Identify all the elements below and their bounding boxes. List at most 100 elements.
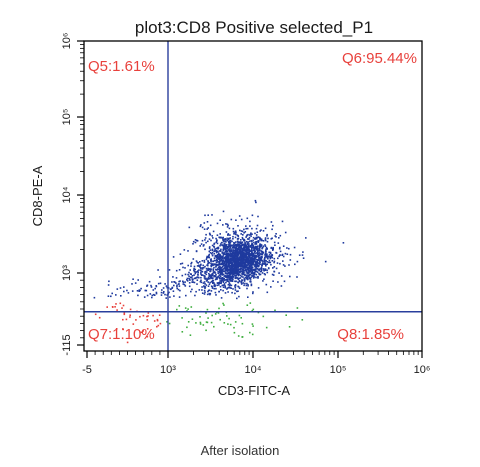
q6-event xyxy=(246,282,248,285)
q8-event xyxy=(252,325,254,327)
q6-event xyxy=(215,269,217,271)
q6-event xyxy=(269,261,272,264)
q6-event xyxy=(223,261,226,264)
q6-event xyxy=(234,255,237,258)
q6-event xyxy=(216,254,219,256)
q6-event xyxy=(243,253,246,255)
y-tick-label: 10⁴ xyxy=(61,186,73,203)
q6-event xyxy=(245,235,248,237)
q6-event xyxy=(217,250,219,253)
q6-event xyxy=(227,256,230,258)
q6-event xyxy=(234,260,236,262)
q6-event xyxy=(269,255,272,258)
q6-event xyxy=(237,262,239,265)
q6-event xyxy=(229,279,231,281)
q6-event xyxy=(191,275,194,277)
q6-event xyxy=(248,252,251,254)
q6-event xyxy=(228,227,231,230)
q6-event xyxy=(199,225,202,228)
q6-event xyxy=(236,249,239,251)
q6-event xyxy=(277,242,280,244)
q6-event xyxy=(255,270,258,273)
q6-event xyxy=(232,278,234,281)
q6-event xyxy=(241,253,243,255)
q6-event xyxy=(211,252,213,255)
q6-event xyxy=(246,260,249,262)
q6-event xyxy=(209,274,211,276)
q8-event xyxy=(249,302,252,304)
q6-event xyxy=(227,270,229,272)
q6-event xyxy=(234,268,236,270)
q6-event xyxy=(258,240,260,242)
q6-event xyxy=(257,245,259,247)
q7-event xyxy=(129,316,131,318)
q6-event xyxy=(216,261,219,263)
q6-event xyxy=(263,269,265,272)
q6-event xyxy=(226,266,229,269)
q6-event xyxy=(273,257,276,260)
q8-event xyxy=(233,331,236,334)
q6-event xyxy=(239,264,241,266)
q6-event xyxy=(255,227,258,230)
q6-event xyxy=(253,246,256,248)
q6-event xyxy=(200,243,203,245)
q6-event xyxy=(242,265,245,267)
q6-event xyxy=(216,251,218,254)
q6-event xyxy=(254,257,257,259)
q6-event xyxy=(176,287,178,290)
q6-event xyxy=(244,260,247,262)
q7-event xyxy=(122,304,125,307)
q6-event xyxy=(209,249,212,251)
q8-event xyxy=(205,329,207,332)
q6-event xyxy=(211,264,213,267)
q7-event xyxy=(140,331,143,334)
q6-event xyxy=(208,232,211,235)
q6-event xyxy=(265,255,268,258)
q6-event xyxy=(186,280,189,282)
q7-event xyxy=(156,319,159,322)
q6-event xyxy=(282,264,285,266)
q5-event xyxy=(115,294,117,296)
q6-event xyxy=(226,243,228,246)
q6-event xyxy=(233,261,236,264)
q6-event xyxy=(252,255,254,257)
q6-event xyxy=(230,284,233,287)
q6-event xyxy=(224,256,227,259)
q6-event xyxy=(272,274,275,276)
q8-event xyxy=(199,316,201,318)
q7-event xyxy=(116,309,118,311)
q6-event xyxy=(222,278,225,280)
q6-event xyxy=(226,246,229,248)
q6-event xyxy=(222,260,224,262)
q6-event xyxy=(262,230,265,232)
q6-event xyxy=(260,244,263,246)
q6-event xyxy=(146,294,149,297)
q5-event xyxy=(107,284,110,286)
q6-event xyxy=(216,234,219,236)
q6-event xyxy=(289,259,292,261)
q7-event xyxy=(146,335,149,338)
q6-event xyxy=(259,268,261,270)
q6-event xyxy=(244,274,246,277)
q6-event xyxy=(271,273,274,276)
q6-event xyxy=(265,247,268,250)
q6-event xyxy=(240,230,243,232)
q6-event xyxy=(261,264,263,266)
q6-event xyxy=(245,266,248,268)
q6-event xyxy=(237,250,239,253)
q6-event xyxy=(273,241,276,244)
q6-event xyxy=(183,249,186,251)
q6-event xyxy=(256,231,259,233)
q6-event xyxy=(245,251,248,254)
q6-event xyxy=(235,276,237,278)
q6-event xyxy=(193,269,195,271)
q6-event xyxy=(192,258,195,260)
q6-event xyxy=(263,278,265,280)
q6-event xyxy=(259,238,261,240)
q6-event xyxy=(199,261,201,263)
q6-event xyxy=(229,242,231,245)
q6-event xyxy=(226,239,228,241)
x-tick-label: 10⁴ xyxy=(245,364,262,376)
q6-event xyxy=(240,260,243,262)
q5-event xyxy=(127,292,130,294)
